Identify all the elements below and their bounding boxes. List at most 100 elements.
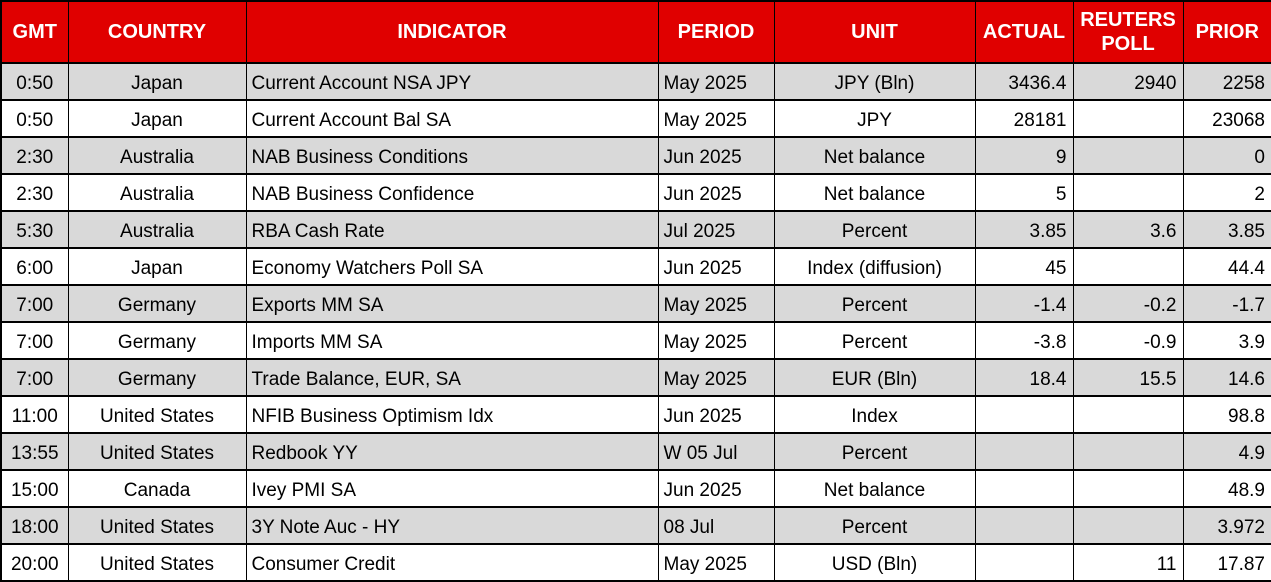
table-row: 15:00 Canada Ivey PMI SA Jun 2025 Net balanc…	[0, 469, 1271, 508]
cell-prior: -1.7	[1182, 284, 1271, 323]
cell-actual: 3436.4	[974, 62, 1074, 101]
column-header-unit: UNIT	[773, 0, 976, 64]
cell-country: Canada	[67, 469, 247, 508]
cell-reuters_poll: 2940	[1072, 62, 1184, 101]
cell-country: Japan	[67, 247, 247, 286]
column-header-indicator: INDICATOR	[245, 0, 659, 64]
cell-actual	[974, 432, 1074, 471]
cell-prior: 98.8	[1182, 395, 1271, 434]
table-row: 2:30 Australia NAB Business Conditions Jun …	[0, 136, 1271, 175]
table-row: 13:55 United States Redbook YY W 05 Jul Perc…	[0, 432, 1271, 471]
cell-prior: 4.9	[1182, 432, 1271, 471]
table-header: GMT COUNTRY INDICATOR PERIOD UNIT ACTUAL REUTE…	[0, 0, 1271, 64]
cell-actual: 5	[974, 173, 1074, 212]
cell-actual	[974, 506, 1074, 545]
cell-indicator: Exports MM SA	[245, 284, 659, 323]
table-body: 0:50 Japan Current Account NSA JPY May 2025…	[0, 62, 1271, 582]
cell-period: May 2025	[657, 358, 775, 397]
cell-prior: 3.85	[1182, 210, 1271, 249]
cell-prior: 0	[1182, 136, 1271, 175]
cell-country: Japan	[67, 99, 247, 138]
cell-reuters_poll	[1072, 506, 1184, 545]
cell-indicator: Economy Watchers Poll SA	[245, 247, 659, 286]
cell-gmt: 2:30	[0, 136, 69, 175]
cell-indicator: Consumer Credit	[245, 543, 659, 582]
cell-unit: Net balance	[773, 173, 976, 212]
table-row: 5:30 Australia RBA Cash Rate Jul 2025 Percen…	[0, 210, 1271, 249]
cell-period: May 2025	[657, 99, 775, 138]
cell-actual: -1.4	[974, 284, 1074, 323]
cell-period: W 05 Jul	[657, 432, 775, 471]
cell-country: Australia	[67, 136, 247, 175]
cell-reuters_poll: -0.2	[1072, 284, 1184, 323]
cell-indicator: RBA Cash Rate	[245, 210, 659, 249]
cell-prior: 3.9	[1182, 321, 1271, 360]
cell-period: May 2025	[657, 284, 775, 323]
cell-indicator: NAB Business Confidence	[245, 173, 659, 212]
column-header-gmt: GMT	[0, 0, 69, 64]
cell-prior: 2258	[1182, 62, 1271, 101]
cell-indicator: Imports MM SA	[245, 321, 659, 360]
cell-country: Japan	[67, 62, 247, 101]
cell-prior: 44.4	[1182, 247, 1271, 286]
cell-gmt: 6:00	[0, 247, 69, 286]
cell-country: Australia	[67, 210, 247, 249]
cell-gmt: 7:00	[0, 358, 69, 397]
cell-country: United States	[67, 543, 247, 582]
cell-unit: JPY	[773, 99, 976, 138]
cell-reuters_poll	[1072, 395, 1184, 434]
cell-unit: Index	[773, 395, 976, 434]
cell-country: United States	[67, 506, 247, 545]
column-header-period: PERIOD	[657, 0, 775, 64]
cell-reuters_poll: 11	[1072, 543, 1184, 582]
cell-gmt: 15:00	[0, 469, 69, 508]
cell-indicator: Trade Balance, EUR, SA	[245, 358, 659, 397]
column-header-reuters_poll: REUTERS POLL	[1072, 0, 1184, 64]
table-row: 7:00 Germany Imports MM SA May 2025 Percent -…	[0, 321, 1271, 360]
cell-prior: 17.87	[1182, 543, 1271, 582]
cell-reuters_poll	[1072, 247, 1184, 286]
cell-actual	[974, 395, 1074, 434]
cell-indicator: Current Account Bal SA	[245, 99, 659, 138]
table-row: 7:00 Germany Trade Balance, EUR, SA May 202…	[0, 358, 1271, 397]
cell-period: Jun 2025	[657, 395, 775, 434]
cell-gmt: 2:30	[0, 173, 69, 212]
cell-actual: 3.85	[974, 210, 1074, 249]
column-header-actual: ACTUAL	[974, 0, 1074, 64]
cell-prior: 48.9	[1182, 469, 1271, 508]
cell-period: Jun 2025	[657, 247, 775, 286]
cell-period: Jun 2025	[657, 469, 775, 508]
cell-reuters_poll: 15.5	[1072, 358, 1184, 397]
cell-unit: Percent	[773, 432, 976, 471]
cell-reuters_poll	[1072, 136, 1184, 175]
cell-gmt: 7:00	[0, 284, 69, 323]
cell-period: Jun 2025	[657, 136, 775, 175]
cell-gmt: 20:00	[0, 543, 69, 582]
cell-unit: Index (diffusion)	[773, 247, 976, 286]
table-row: 0:50 Japan Current Account NSA JPY May 2025…	[0, 62, 1271, 101]
cell-period: 08 Jul	[657, 506, 775, 545]
cell-indicator: Redbook YY	[245, 432, 659, 471]
cell-actual: 9	[974, 136, 1074, 175]
cell-actual: 45	[974, 247, 1074, 286]
cell-unit: USD (Bln)	[773, 543, 976, 582]
cell-unit: Percent	[773, 284, 976, 323]
cell-country: United States	[67, 432, 247, 471]
header-row: GMT COUNTRY INDICATOR PERIOD UNIT ACTUAL REUTE…	[0, 0, 1271, 64]
cell-gmt: 13:55	[0, 432, 69, 471]
cell-reuters_poll: -0.9	[1072, 321, 1184, 360]
cell-unit: Net balance	[773, 136, 976, 175]
cell-actual: -3.8	[974, 321, 1074, 360]
cell-reuters_poll	[1072, 469, 1184, 508]
cell-prior: 3.972	[1182, 506, 1271, 545]
table-row: 11:00 United States NFIB Business Optimism…	[0, 395, 1271, 434]
cell-unit: Percent	[773, 506, 976, 545]
column-header-prior: PRIOR	[1182, 0, 1271, 64]
cell-country: Germany	[67, 284, 247, 323]
table-row: 2:30 Australia NAB Business Confidence Jun …	[0, 173, 1271, 212]
cell-gmt: 11:00	[0, 395, 69, 434]
cell-unit: Percent	[773, 321, 976, 360]
table-row: 18:00 United States 3Y Note Auc - HY 08 Jul…	[0, 506, 1271, 545]
cell-indicator: NAB Business Conditions	[245, 136, 659, 175]
cell-actual	[974, 543, 1074, 582]
